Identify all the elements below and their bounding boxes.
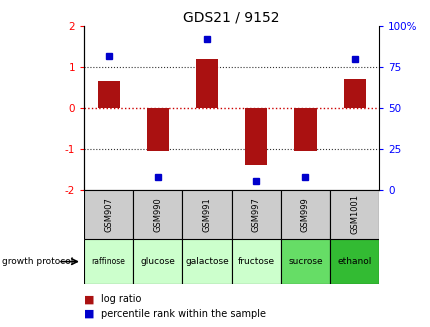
- Bar: [231, 239, 280, 284]
- Text: GSM999: GSM999: [300, 197, 309, 232]
- Title: GDS21 / 9152: GDS21 / 9152: [183, 11, 279, 25]
- Text: GSM997: GSM997: [251, 197, 260, 232]
- Bar: [294, 108, 316, 151]
- Bar: [133, 190, 182, 239]
- Bar: [97, 81, 120, 108]
- Text: galactose: galactose: [185, 257, 228, 266]
- Text: fructose: fructose: [237, 257, 274, 266]
- Bar: [329, 190, 378, 239]
- Text: ■: ■: [84, 309, 94, 319]
- Text: glucose: glucose: [140, 257, 175, 266]
- Bar: [343, 79, 365, 108]
- Text: sucrose: sucrose: [288, 257, 322, 266]
- Bar: [231, 190, 280, 239]
- Bar: [133, 239, 182, 284]
- Bar: [245, 108, 267, 165]
- Text: ethanol: ethanol: [337, 257, 371, 266]
- Text: ■: ■: [84, 294, 94, 304]
- Bar: [84, 190, 133, 239]
- Text: percentile rank within the sample: percentile rank within the sample: [101, 309, 266, 319]
- Bar: [280, 239, 329, 284]
- Text: GSM907: GSM907: [104, 197, 113, 232]
- Text: GSM990: GSM990: [153, 197, 162, 232]
- Bar: [84, 239, 133, 284]
- Text: GSM991: GSM991: [202, 197, 211, 232]
- Text: growth protocol: growth protocol: [2, 257, 74, 266]
- Bar: [196, 59, 218, 108]
- Bar: [147, 108, 169, 151]
- Text: GSM1001: GSM1001: [349, 194, 358, 234]
- Bar: [182, 190, 231, 239]
- Bar: [182, 239, 231, 284]
- Text: log ratio: log ratio: [101, 294, 141, 304]
- Bar: [329, 239, 378, 284]
- Bar: [280, 190, 329, 239]
- Text: raffinose: raffinose: [92, 257, 125, 266]
